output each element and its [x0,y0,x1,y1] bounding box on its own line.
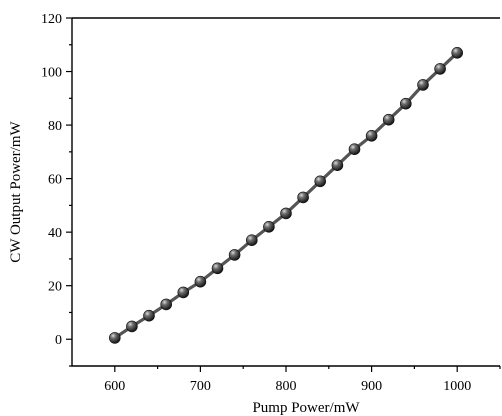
data-point [228,249,241,261]
data-point [348,143,361,155]
y-tick-label: 60 [48,173,62,188]
y-tick-label: 20 [48,280,62,295]
x-tick-label: 800 [276,379,297,394]
data-point [280,207,292,220]
data-point [177,286,190,299]
data-point [263,221,275,233]
x-tick-label: 700 [190,379,211,394]
data-point [399,97,412,110]
data-point [246,234,258,246]
x-tick-label: 900 [361,379,382,394]
data-point [382,113,395,126]
data-point [314,175,327,188]
data-point [365,130,378,142]
data-point [160,298,172,311]
data-point [109,332,121,344]
data-point [331,159,344,171]
y-tick-label: 120 [41,12,62,27]
y-tick-label: 40 [48,226,62,241]
data-point [451,46,464,59]
y-tick-label: 80 [48,119,62,134]
data-markers [109,46,464,344]
x-axis-ticks: 600 700 800 900 1000 [104,366,501,394]
x-axis-label: Pump Power/mW [252,400,360,416]
x-tick-label: 600 [104,379,125,394]
y-axis-ticks: 0 20 40 60 80 100 120 [41,12,72,367]
data-point [211,262,224,275]
data-point [126,320,138,333]
data-point [417,79,429,91]
data-point [434,63,446,75]
data-series [113,51,459,340]
x-tick-label: 1000 [443,379,471,394]
data-point [143,309,155,322]
data-point [194,275,207,288]
y-tick-label: 100 [41,66,62,81]
y-tick-label: 0 [55,333,62,348]
y-axis-label: CW Output Power/mW [8,120,24,262]
series-line [113,51,459,340]
data-point [297,191,309,204]
